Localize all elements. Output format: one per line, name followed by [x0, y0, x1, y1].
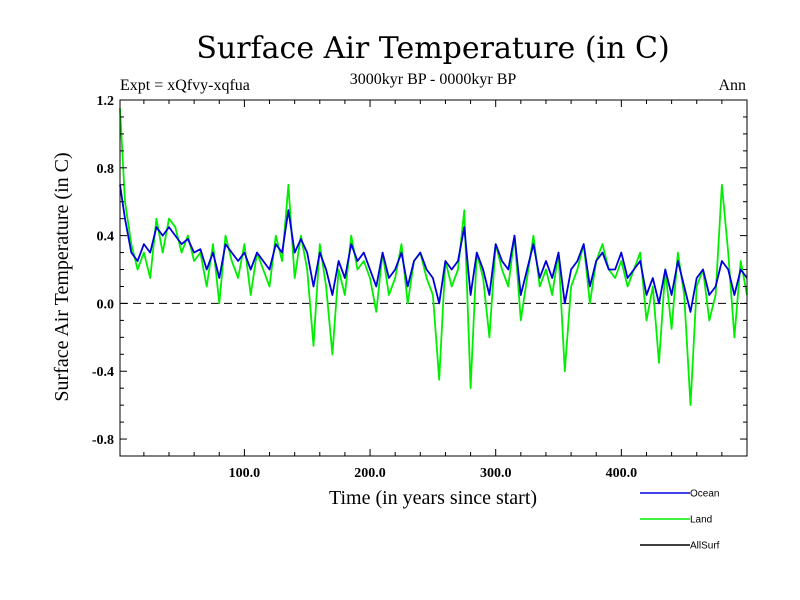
legend-label-ocean: Ocean [690, 489, 719, 500]
period-label: 3000kyr BP - 0000kyr BP [350, 71, 517, 88]
plot-area: -0.8 -0.4 0.0 0.4 0.8 1.2 100.0 200.0 300.0 400.0 [92, 94, 748, 481]
legend-label-land: Land [690, 515, 712, 526]
x-tick-label: 200.0 [354, 466, 386, 481]
y-tick-label: -0.4 [92, 365, 114, 380]
y-tick-label: 1.2 [97, 94, 115, 109]
y-axis-label: Surface Air Temperature (in C) [51, 152, 73, 401]
y-tick-label: 0.8 [97, 162, 115, 177]
season-label: Ann [718, 77, 746, 94]
experiment-label: Expt = xQfvy-xqfua [120, 77, 250, 94]
x-tick-label: 400.0 [606, 466, 638, 481]
legend-label-allsurf: AllSurf [690, 541, 720, 552]
x-axis-label: Time (in years since start) [329, 487, 537, 509]
x-tick-label: 100.0 [229, 466, 261, 481]
chart-title: Surface Air Temperature (in C) [196, 31, 669, 66]
y-tick-label: 0.4 [97, 230, 115, 245]
x-tick-label: 300.0 [480, 466, 512, 481]
series-line-ocean [119, 184, 748, 313]
axes-frame [119, 99, 748, 457]
y-tick-label: -0.8 [92, 433, 114, 448]
legend: Ocean Land AllSurf [640, 489, 720, 552]
y-tick-label: 0.0 [97, 297, 115, 312]
